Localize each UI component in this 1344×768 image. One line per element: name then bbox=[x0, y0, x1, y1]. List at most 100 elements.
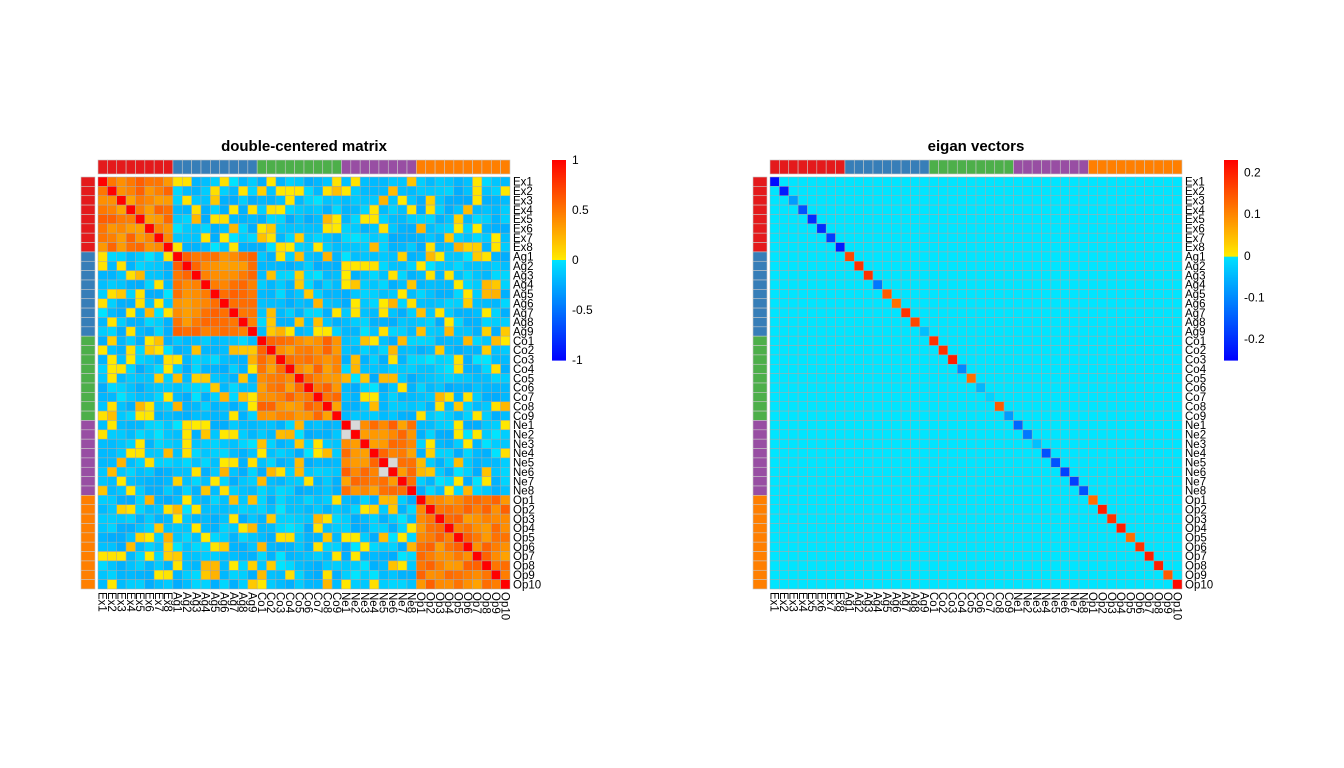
heatmap-cell bbox=[807, 354, 818, 365]
heatmap-cell bbox=[256, 560, 267, 571]
heatmap-cell bbox=[322, 392, 333, 402]
heatmap-cell bbox=[107, 307, 117, 318]
color-legend-band bbox=[552, 311, 566, 314]
heatmap-cell bbox=[1172, 232, 1183, 243]
heatmap-cell bbox=[331, 232, 342, 243]
heatmap-cell bbox=[1078, 364, 1089, 374]
heatmap-cell bbox=[481, 307, 492, 318]
heatmap-cell bbox=[350, 335, 361, 346]
heatmap-cell bbox=[172, 570, 183, 580]
row-label: Op5 bbox=[513, 533, 535, 545]
heatmap-cell bbox=[397, 476, 408, 487]
heatmap-cell bbox=[266, 335, 277, 346]
heatmap-cell bbox=[1013, 410, 1024, 421]
heatmap-cell bbox=[97, 232, 108, 243]
heatmap-cell bbox=[769, 485, 780, 496]
heatmap-cell bbox=[425, 570, 436, 580]
color-legend-band bbox=[552, 195, 566, 198]
heatmap-cell bbox=[1144, 176, 1155, 187]
heatmap-cell bbox=[910, 457, 921, 468]
heatmap-cell bbox=[994, 579, 1005, 590]
heatmap-cell bbox=[1013, 279, 1024, 290]
heatmap-cell bbox=[191, 523, 202, 534]
heatmap-cell bbox=[219, 485, 230, 496]
heatmap-cell bbox=[919, 382, 930, 393]
heatmap-cell bbox=[910, 298, 921, 309]
heatmap-cell bbox=[1153, 429, 1164, 440]
heatmap-cell bbox=[1003, 579, 1014, 590]
heatmap-cell bbox=[994, 429, 1005, 440]
heatmap-cell bbox=[863, 242, 874, 253]
heatmap-cell bbox=[331, 204, 342, 215]
heatmap-cell bbox=[266, 467, 277, 477]
heatmap-cell bbox=[835, 448, 846, 459]
heatmap-cell bbox=[779, 438, 789, 449]
heatmap-cell bbox=[275, 570, 286, 580]
row-label: Ag8 bbox=[1185, 317, 1205, 329]
heatmap-cell bbox=[247, 382, 258, 393]
heatmap-cell bbox=[191, 289, 202, 299]
color-legend-band bbox=[1224, 253, 1238, 256]
heatmap-cell bbox=[172, 214, 183, 225]
heatmap-cell bbox=[966, 317, 977, 328]
heatmap-cell bbox=[947, 214, 958, 225]
heatmap-cell bbox=[266, 307, 277, 318]
color-legend-band bbox=[552, 260, 566, 263]
heatmap-cell bbox=[891, 476, 902, 487]
heatmap-cell bbox=[182, 214, 192, 225]
heatmap-cell bbox=[434, 298, 445, 309]
heatmap-cell bbox=[919, 410, 930, 421]
heatmap-cell bbox=[144, 345, 155, 356]
heatmap-cell bbox=[1163, 317, 1173, 328]
heatmap-cell bbox=[331, 429, 342, 440]
heatmap-cell bbox=[1106, 513, 1117, 524]
heatmap-cell bbox=[975, 261, 986, 271]
heatmap-cell bbox=[863, 551, 874, 562]
heatmap-cell bbox=[1003, 551, 1014, 562]
heatmap-cell bbox=[1013, 326, 1024, 337]
heatmap-cell bbox=[938, 523, 949, 534]
heatmap-cell bbox=[313, 345, 323, 356]
heatmap-cell bbox=[1041, 476, 1052, 487]
heatmap-cell bbox=[228, 242, 239, 253]
heatmap-cell bbox=[1172, 326, 1183, 337]
heatmap-cell bbox=[1163, 335, 1173, 346]
heatmap-cell bbox=[462, 410, 473, 421]
heatmap-cell bbox=[491, 504, 501, 515]
heatmap-cell bbox=[1022, 279, 1033, 290]
heatmap-cell bbox=[238, 261, 249, 271]
row-label: Ag8 bbox=[513, 317, 533, 329]
row-label: Op7 bbox=[513, 551, 535, 563]
heatmap-cell bbox=[844, 186, 855, 196]
heatmap-cell bbox=[807, 242, 818, 253]
heatmap-cell bbox=[97, 298, 108, 309]
heatmap-cell bbox=[331, 401, 342, 412]
heatmap-cell bbox=[1022, 457, 1033, 468]
heatmap-cell bbox=[1041, 223, 1052, 234]
heatmap-cell bbox=[144, 232, 155, 243]
heatmap-cell bbox=[247, 570, 258, 580]
heatmap-cell bbox=[975, 570, 986, 580]
heatmap-cell bbox=[985, 289, 995, 299]
heatmap-cell bbox=[116, 392, 127, 402]
heatmap-cell bbox=[406, 579, 417, 590]
heatmap-cell bbox=[491, 495, 501, 505]
heatmap-cell bbox=[994, 307, 1005, 318]
heatmap-cell bbox=[322, 382, 333, 393]
heatmap-cell bbox=[1144, 523, 1155, 534]
heatmap-cell bbox=[472, 242, 483, 253]
heatmap-cell bbox=[1022, 523, 1033, 534]
heatmap-cell bbox=[350, 204, 361, 215]
color-legend-band bbox=[552, 223, 566, 226]
heatmap-cell bbox=[406, 504, 417, 515]
heatmap-cell bbox=[807, 429, 818, 440]
heatmap-cell bbox=[444, 476, 455, 487]
heatmap-cell bbox=[125, 504, 136, 515]
heatmap-cell bbox=[135, 364, 146, 374]
heatmap-cell bbox=[247, 223, 258, 234]
heatmap-cell bbox=[1013, 354, 1024, 365]
heatmap-cell bbox=[1041, 345, 1052, 356]
heatmap-cell bbox=[481, 504, 492, 515]
heatmap-cell bbox=[816, 532, 827, 543]
annotation-cell-op bbox=[752, 560, 768, 571]
